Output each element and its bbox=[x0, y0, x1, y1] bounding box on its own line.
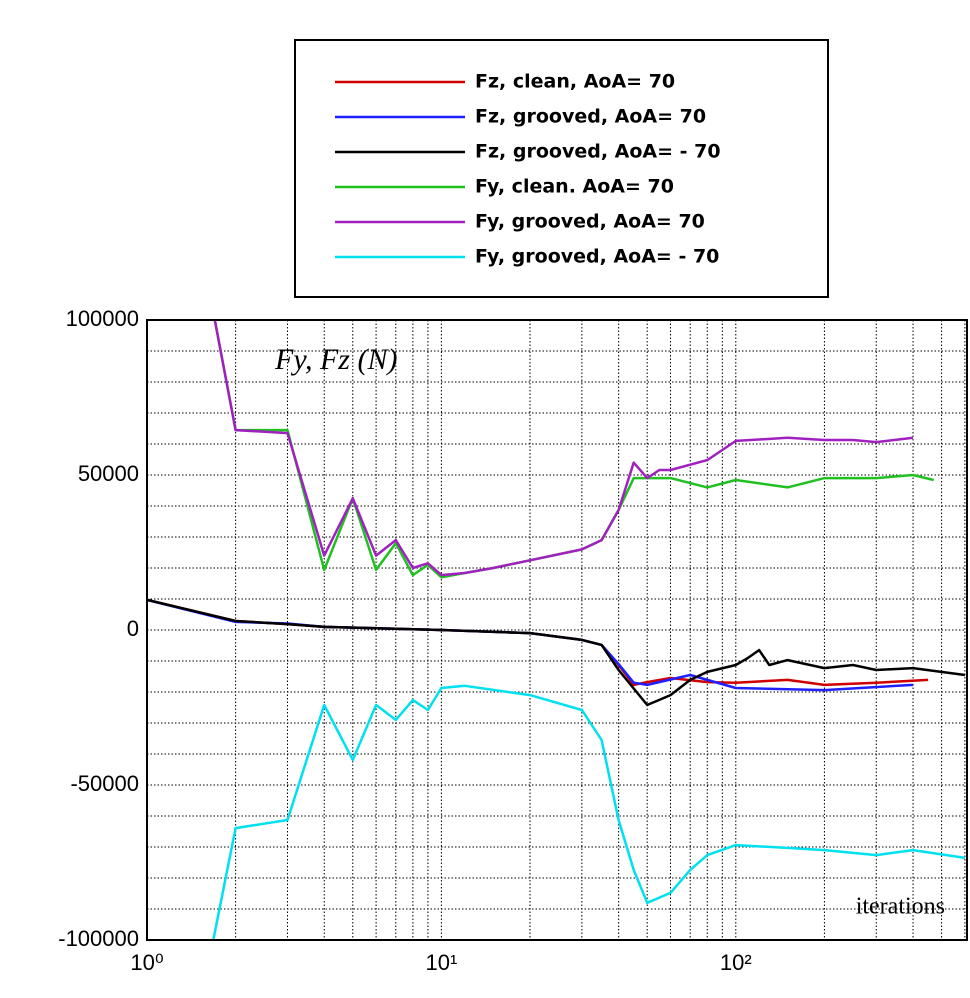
y-tick-label: -100000 bbox=[58, 926, 139, 951]
legend-label: Fz, grooved, AoA= 70 bbox=[475, 106, 706, 128]
legend-label: Fz, grooved, AoA= - 70 bbox=[475, 141, 721, 163]
series-line bbox=[147, 598, 914, 692]
series-line bbox=[213, 320, 914, 577]
plot-frame bbox=[146, 319, 968, 941]
y-tick-label: 0 bbox=[127, 616, 139, 641]
series-line bbox=[147, 598, 966, 707]
x-tick-label: 10² bbox=[720, 950, 752, 975]
series-line bbox=[212, 684, 966, 940]
legend-box bbox=[294, 39, 829, 298]
y-tick-label: -50000 bbox=[70, 771, 139, 796]
plot-lines bbox=[147, 320, 966, 940]
legend-label: Fy, grooved, AoA= - 70 bbox=[475, 246, 719, 268]
grid bbox=[146, 319, 967, 941]
legend-label: Fy, grooved, AoA= 70 bbox=[475, 211, 705, 233]
x-annotation: iterations bbox=[856, 894, 945, 920]
x-tick-label: 10¹ bbox=[426, 950, 458, 975]
y-annotation: Fy, Fz (N) bbox=[274, 343, 397, 376]
x-tick-label: 10⁰ bbox=[130, 950, 163, 975]
series-line bbox=[147, 598, 929, 687]
y-tick-label: 50000 bbox=[78, 461, 139, 486]
y-tick-label: 100000 bbox=[66, 306, 139, 331]
legend-label: Fz, clean, AoA= 70 bbox=[475, 71, 675, 93]
legend-label: Fy, clean. AoA= 70 bbox=[475, 176, 674, 198]
